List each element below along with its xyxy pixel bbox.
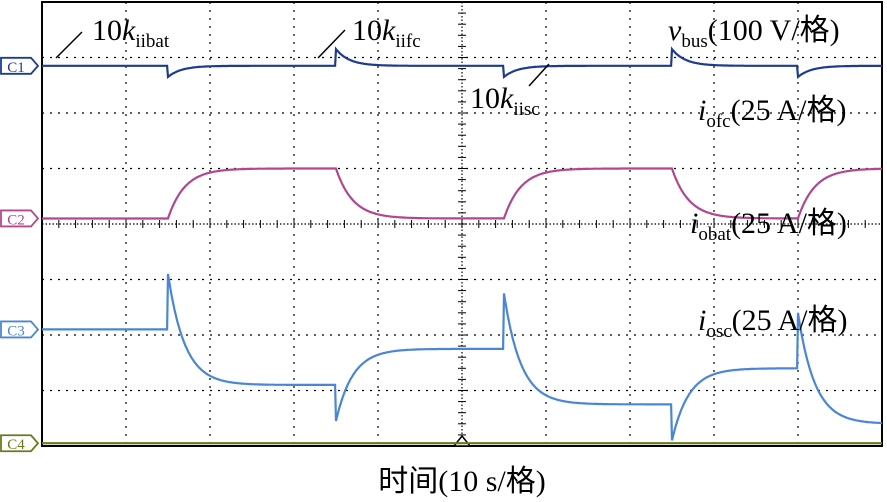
label-c3: iobat(25 A/格) (690, 207, 847, 245)
channel-id: C2 (7, 212, 25, 228)
annotation-pointer-kiisc (528, 63, 550, 87)
label-c1: vbus(100 V/格) (668, 14, 840, 52)
annotation-pointer-kiibat (55, 31, 83, 59)
channel-marker-c4: C4 (0, 434, 40, 453)
channel-id: C3 (7, 323, 25, 339)
annotation-kiibat: 10kiibat (92, 14, 170, 52)
traces (42, 46, 883, 445)
annotation-kiifc: 10kiifc (352, 14, 421, 52)
trace-c1 (42, 46, 882, 80)
trace-c3 (42, 273, 883, 441)
trigger-marker (452, 434, 472, 447)
channel-id: C1 (7, 60, 25, 76)
channel-marker-c3: C3 (0, 320, 40, 339)
label-c4: iosc(25 A/格) (698, 304, 848, 342)
channel-markers: C1 C2 C3 C4 (0, 56, 40, 453)
channel-marker-c2: C2 (0, 209, 40, 228)
x-axis-label: 时间(10 s/格) (378, 465, 546, 498)
channel-marker-c1: C1 (0, 56, 40, 76)
trace-c2 (42, 167, 883, 220)
grid (41, 1, 883, 447)
annotation-kiisc: 10kiisc (470, 82, 540, 120)
label-c2: iofc(25 A/格) (698, 94, 846, 132)
annotation-pointer-kiifc (317, 29, 346, 59)
channel-id: C4 (7, 437, 25, 453)
